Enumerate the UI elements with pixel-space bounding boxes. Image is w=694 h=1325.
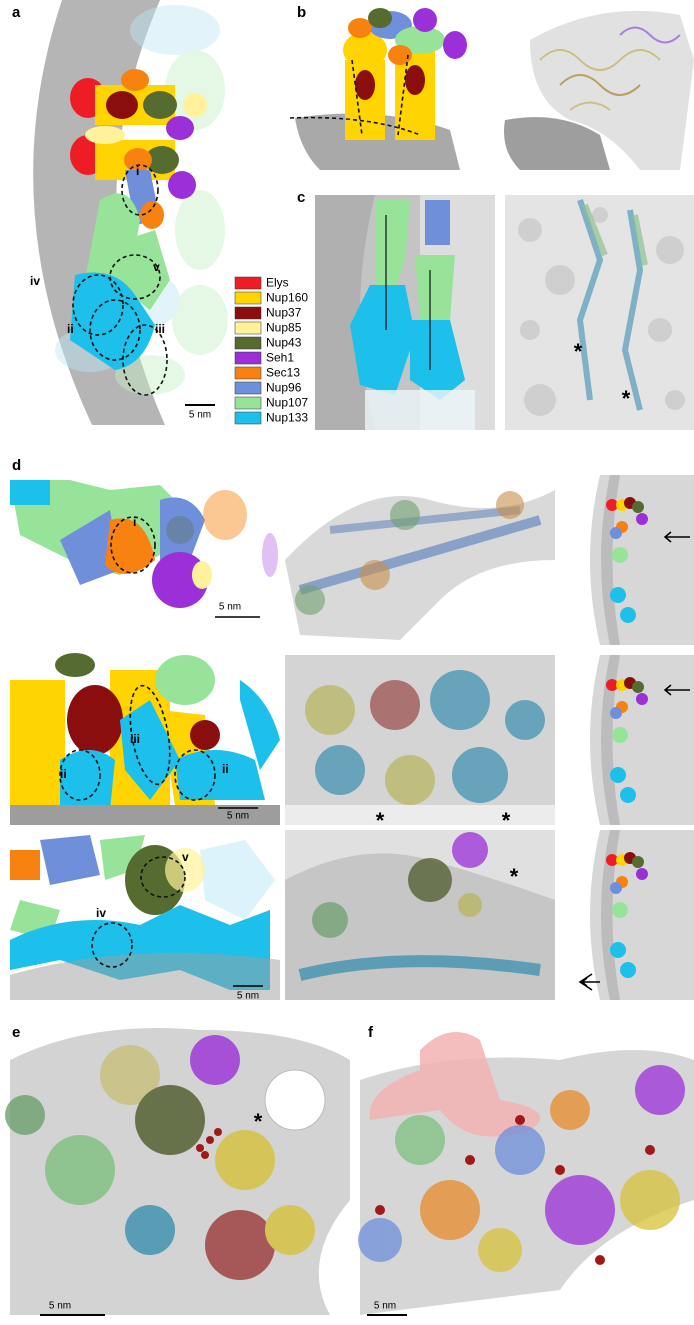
annotation: v <box>182 850 189 864</box>
thumb-blob <box>620 787 636 803</box>
legend-swatch <box>235 277 261 289</box>
legend-label: Seh1 <box>266 351 294 365</box>
panel-label: b <box>297 4 306 21</box>
thumb-blob <box>620 962 636 978</box>
legend-swatch <box>235 397 261 409</box>
marker: * <box>502 808 511 833</box>
panel-b: b <box>290 4 694 170</box>
legend-swatch <box>235 412 261 424</box>
thumb-blob <box>610 767 626 783</box>
annotation: i <box>136 164 139 178</box>
thumb-blob <box>636 693 648 705</box>
marker: * <box>510 864 519 889</box>
thumb-blob <box>612 902 628 918</box>
thumb-blob <box>610 882 622 894</box>
panel-d: d <box>10 457 694 1002</box>
thumbnails <box>580 475 694 1000</box>
thumb-blob <box>610 707 622 719</box>
scale-bar-label: 5 nm <box>49 1301 71 1312</box>
marker: * <box>254 1109 263 1134</box>
thumb-blob <box>636 868 648 880</box>
legend-label: Sec13 <box>266 366 300 380</box>
panel-label: d <box>12 457 21 474</box>
scale-bar-label: 5 nm <box>189 410 211 421</box>
thumb-blob <box>610 527 622 539</box>
thumb-blob <box>620 607 636 623</box>
scale-bar-label: 5 nm <box>219 602 241 613</box>
panel-label: e <box>12 1024 20 1041</box>
legend-label: Nup43 <box>266 336 302 350</box>
scale-bar-label: 5 nm <box>374 1301 396 1312</box>
panel-label: c <box>297 189 305 206</box>
legend-label: Nup96 <box>266 381 302 395</box>
marker: * <box>622 386 631 411</box>
annotation: v <box>153 260 160 274</box>
thumb-blob <box>610 942 626 958</box>
annotation: ii <box>60 767 67 781</box>
marker: * <box>574 339 583 364</box>
annotation: iii <box>155 322 165 336</box>
annotation: iii <box>130 732 140 746</box>
figure: a i iv v ii iii 5 nm ElysNup160Nup37Nup8… <box>0 0 694 1325</box>
legend-swatch <box>235 337 261 349</box>
annotation: iv <box>30 274 40 288</box>
marker: * <box>376 808 385 833</box>
panel-c: c * * <box>297 189 694 430</box>
thumb-blob <box>632 501 644 513</box>
annotation: i <box>133 515 136 529</box>
panel-f: f 5 nm <box>358 1024 694 1315</box>
scale-bar-label: 5 nm <box>237 991 259 1002</box>
legend-label: Nup160 <box>266 291 308 305</box>
legend-swatch <box>235 382 261 394</box>
legend-swatch <box>235 322 261 334</box>
legend-swatch <box>235 352 261 364</box>
scale-bar-label: 5 nm <box>227 811 249 822</box>
panel-e: e * 5 nm <box>5 1024 350 1315</box>
legend-swatch <box>235 367 261 379</box>
legend-swatch <box>235 292 261 304</box>
legend-label: Nup133 <box>266 411 308 425</box>
annotation: ii <box>222 762 229 776</box>
legend-label: Elys <box>266 276 289 290</box>
thumb-blob <box>610 587 626 603</box>
thumb-blob <box>612 727 628 743</box>
panel-a: a i iv v ii iii 5 nm ElysNup160Nup37Nup8… <box>12 0 308 425</box>
thumb-blob <box>612 547 628 563</box>
legend: ElysNup160Nup37Nup85Nup43Seh1Sec13Nup96N… <box>235 276 308 425</box>
legend-label: Nup85 <box>266 321 302 335</box>
annotation: ii <box>67 322 74 336</box>
legend-swatch <box>235 307 261 319</box>
thumb-blob <box>632 856 644 868</box>
annotation: iv <box>96 906 106 920</box>
thumb-blob <box>632 681 644 693</box>
legend-label: Nup37 <box>266 306 302 320</box>
panel-label: a <box>12 4 21 21</box>
legend-label: Nup107 <box>266 396 308 410</box>
thumb-blob <box>636 513 648 525</box>
